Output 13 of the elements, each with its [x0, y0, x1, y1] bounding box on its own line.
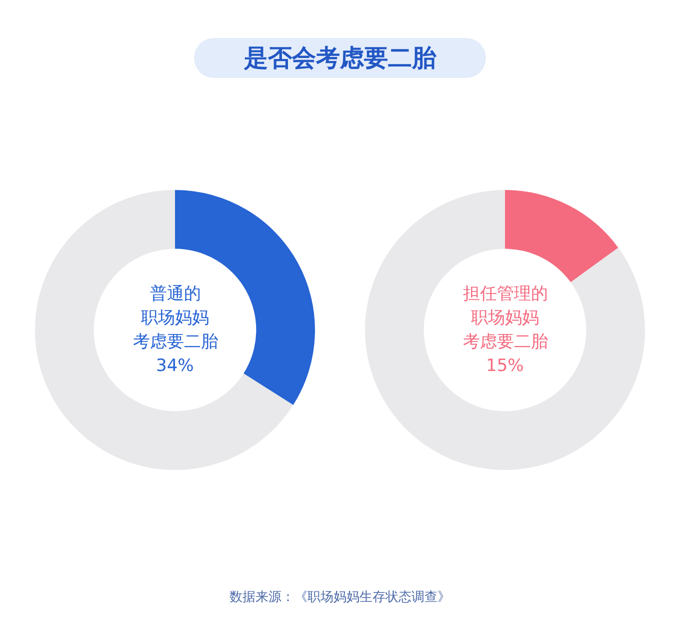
text: 普通的	[150, 284, 201, 304]
text: 考虑要二胎	[133, 332, 218, 352]
donut-slice	[365, 190, 645, 470]
text: 担任管理的	[463, 284, 548, 304]
text: 34%	[156, 356, 194, 376]
text: 考虑要二胎	[463, 332, 548, 352]
source-note: 数据来源：《职场妈妈生存状态调查》	[228, 589, 452, 606]
donut-slice	[505, 190, 618, 282]
text: 职场妈妈	[141, 308, 209, 328]
text: 职场妈妈	[471, 308, 539, 328]
text: 15%	[486, 356, 524, 376]
chart-title: 是否会考虑要二胎	[194, 38, 486, 78]
donut-slice	[35, 190, 294, 470]
